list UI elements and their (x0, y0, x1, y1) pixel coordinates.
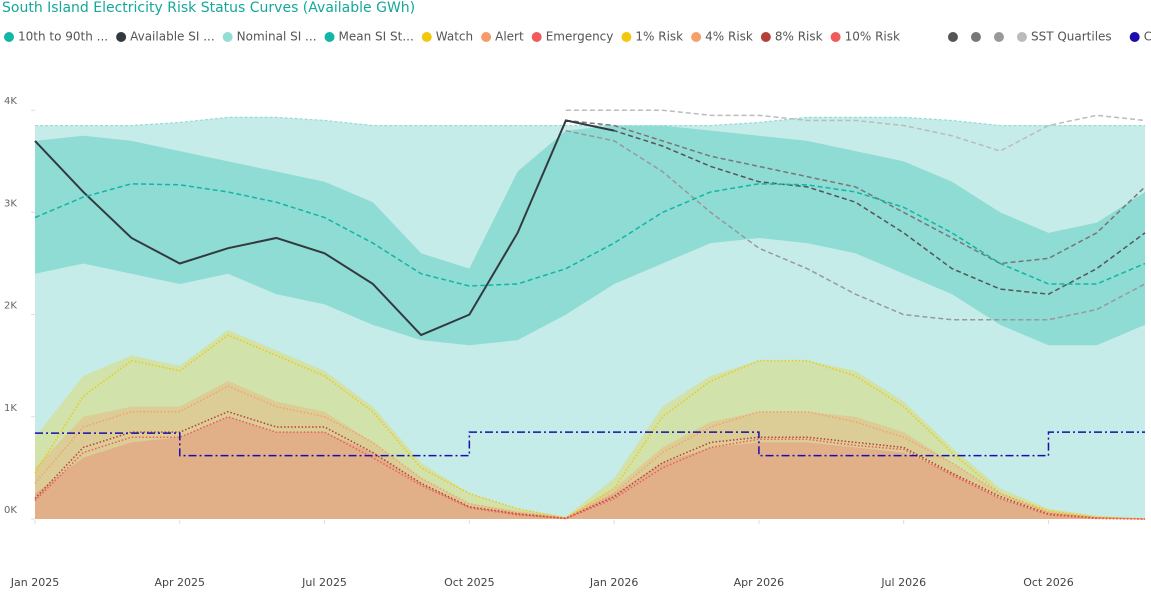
legend-dot (324, 32, 335, 42)
legend-dot (830, 32, 841, 42)
legend-dot (421, 32, 432, 42)
legend-dot (760, 32, 771, 42)
line (34, 416, 1146, 520)
legend-label: Available SI ... (130, 30, 215, 44)
area (35, 117, 1145, 519)
area (35, 381, 1145, 519)
legend-label: Nominal SI ... (237, 30, 317, 44)
legend-label: 10th to 90th ... (18, 30, 108, 44)
x-tick-label: Jul 2025 (301, 576, 347, 589)
legend-dot (970, 32, 981, 42)
line (34, 385, 1146, 520)
x-tick-label: Jul 2026 (880, 576, 926, 589)
legend-dot (222, 32, 233, 42)
legend-dot (1016, 32, 1027, 42)
legend-dot (481, 32, 492, 42)
sst-line (565, 129, 1146, 321)
sst-line (565, 119, 1146, 295)
legend-label: 1% Risk (635, 30, 683, 44)
legend-dot (621, 32, 632, 42)
x-tick-label: Apr 2026 (734, 576, 785, 589)
legend-label: 10% Risk (845, 30, 900, 44)
y-tick-label: 2K (4, 301, 17, 312)
y-tick-label: 3K (4, 198, 17, 209)
x-tick-label: Oct 2026 (1023, 576, 1074, 589)
legend-label: Emergency (546, 30, 614, 44)
legend-dot (947, 32, 958, 42)
x-tick-label: Jan 2026 (589, 576, 638, 589)
chart-title: South Island Electricity Risk Status Cur… (2, 0, 415, 16)
line (34, 119, 615, 337)
legend-label: SST Quartiles (1031, 30, 1112, 44)
x-tick-label: Jan 2025 (10, 576, 59, 589)
sst-line (565, 109, 1146, 152)
band (35, 125, 1145, 346)
legend-dot (116, 32, 127, 42)
legend-label: 4% Risk (705, 30, 753, 44)
legend-dot (1129, 32, 1140, 42)
y-tick-label: 0K (4, 505, 17, 516)
legend-dot (4, 32, 14, 42)
y-tick-label: 4K (4, 96, 17, 107)
legend-label: Mean SI St... (339, 30, 414, 44)
area (35, 329, 1145, 519)
line (34, 410, 1146, 520)
legend-label: Watch (436, 30, 473, 44)
line (35, 431, 1145, 457)
legend-dot (531, 32, 542, 42)
area (35, 416, 1145, 519)
legend-label: Alert (495, 30, 524, 44)
legend-label: 8% Risk (775, 30, 823, 44)
legend-label: Contingent (1144, 30, 1151, 44)
sst-line (565, 119, 1146, 265)
line (34, 334, 1146, 520)
x-tick-label: Oct 2025 (444, 576, 495, 589)
x-tick-label: Apr 2025 (155, 576, 206, 589)
legend-dot (691, 32, 702, 42)
y-tick-label: 1K (4, 403, 17, 414)
line (34, 183, 1146, 287)
legend-dot (993, 32, 1004, 42)
